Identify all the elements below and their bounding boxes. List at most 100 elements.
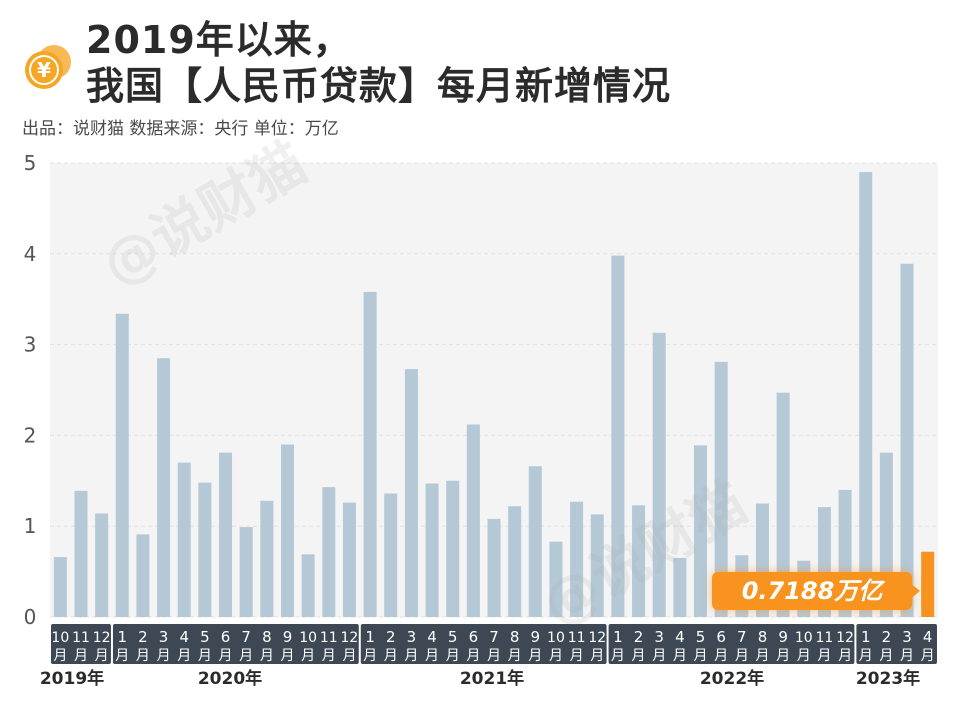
x-tick-label: 月 <box>508 648 522 664</box>
x-tick-label: 4 <box>923 628 933 646</box>
x-tick-label: 月 <box>590 648 604 664</box>
x-tick-label: 2 <box>138 628 148 646</box>
bar <box>384 493 398 617</box>
x-tick-label: 月 <box>363 648 377 664</box>
x-tick-label: 月 <box>74 648 88 664</box>
bar <box>466 424 480 617</box>
bar <box>95 513 109 617</box>
x-tick-label: 3 <box>654 628 664 646</box>
x-tick-label: 月 <box>219 648 233 664</box>
x-tick-label: 12 <box>341 630 359 646</box>
y-tick-label: 0 <box>24 605 37 629</box>
x-tick-label: 月 <box>632 648 646 664</box>
bar <box>652 332 666 617</box>
x-tick-label: 月 <box>322 648 336 664</box>
bar <box>487 518 501 617</box>
x-axis-year-band <box>608 624 855 664</box>
x-tick-label: 11 <box>568 630 586 646</box>
x-tick-label: 8 <box>758 628 768 646</box>
x-tick-label: 月 <box>859 648 873 664</box>
bar <box>590 514 604 617</box>
x-tick-label: 2 <box>634 628 644 646</box>
bar <box>611 255 625 617</box>
x-tick-label: 5 <box>200 628 210 646</box>
x-tick-label: 月 <box>714 648 728 664</box>
bar <box>900 263 914 617</box>
bar <box>632 505 646 617</box>
x-tick-label: 8 <box>262 628 272 646</box>
x-tick-label: 月 <box>487 648 501 664</box>
x-tick-label: 1 <box>613 628 623 646</box>
bar <box>528 466 542 617</box>
bar <box>446 480 460 617</box>
x-tick-label: 月 <box>136 648 150 664</box>
bar <box>404 369 418 617</box>
x-tick-label: 月 <box>776 648 790 664</box>
x-tick-label: 1 <box>118 628 128 646</box>
x-tick-label: 月 <box>838 648 852 664</box>
x-tick-label: 月 <box>342 648 356 664</box>
year-label: 2022年 <box>700 668 764 689</box>
bar <box>177 462 191 617</box>
bar <box>53 557 67 617</box>
x-axis-year-band <box>856 624 937 664</box>
bar <box>260 500 274 617</box>
bar <box>570 501 584 617</box>
x-tick-label: 11 <box>320 630 338 646</box>
x-tick-label: 3 <box>902 628 912 646</box>
bar <box>508 506 522 617</box>
x-tick-label: 月 <box>755 648 769 664</box>
bar <box>342 502 356 617</box>
x-tick-label: 6 <box>716 628 726 646</box>
x-tick-label: 4 <box>179 628 189 646</box>
x-tick-label: 5 <box>448 628 458 646</box>
x-tick-label: 月 <box>157 648 171 664</box>
year-label: 2020年 <box>198 668 262 689</box>
x-tick-label: 10 <box>795 630 813 646</box>
bar <box>280 444 294 617</box>
page-title-line2: 我国【人民币贷款】每月新增情况 <box>86 64 672 108</box>
x-tick-label: 月 <box>301 648 315 664</box>
bar <box>219 452 233 617</box>
x-tick-label: 月 <box>611 648 625 664</box>
year-label: 2021年 <box>460 668 524 689</box>
x-tick-label: 月 <box>115 648 129 664</box>
x-tick-label: 月 <box>53 648 67 664</box>
x-tick-label: 月 <box>466 648 480 664</box>
x-tick-label: 月 <box>404 648 418 664</box>
x-tick-label: 月 <box>879 648 893 664</box>
bar <box>776 392 790 617</box>
x-axis-year-band <box>51 624 111 664</box>
x-tick-label: 10 <box>51 630 69 646</box>
bar <box>425 483 439 617</box>
y-tick-label: 3 <box>24 333 37 357</box>
x-tick-label: 6 <box>221 628 231 646</box>
source-line: 出品：说财猫 数据来源：央行 单位：万亿 <box>22 119 339 139</box>
x-axis-year-band <box>112 624 359 664</box>
x-tick-label: 7 <box>489 628 499 646</box>
bar <box>239 527 253 617</box>
x-tick-label: 7 <box>737 628 747 646</box>
x-tick-label: 12 <box>93 630 111 646</box>
bar <box>322 487 336 617</box>
x-tick-label: 月 <box>900 648 914 664</box>
bar <box>136 534 150 617</box>
year-label: 2023年 <box>856 668 920 689</box>
x-tick-label: 4 <box>427 628 437 646</box>
bar <box>301 554 315 617</box>
x-tick-label: 月 <box>673 648 687 664</box>
bar <box>549 541 563 617</box>
x-tick-label: 9 <box>283 628 293 646</box>
x-tick-label: 月 <box>735 648 749 664</box>
coin-glyph: ¥ <box>37 58 51 82</box>
x-tick-label: 月 <box>384 648 398 664</box>
bar <box>859 172 873 617</box>
x-tick-label: 9 <box>778 628 788 646</box>
bar <box>673 557 687 617</box>
x-tick-label: 10 <box>299 630 317 646</box>
page-title-line1: 2019年以来， <box>86 18 352 62</box>
x-tick-label: 月 <box>239 648 253 664</box>
highlight-callout: 0.7188万亿 <box>712 572 912 610</box>
bar <box>157 358 171 617</box>
